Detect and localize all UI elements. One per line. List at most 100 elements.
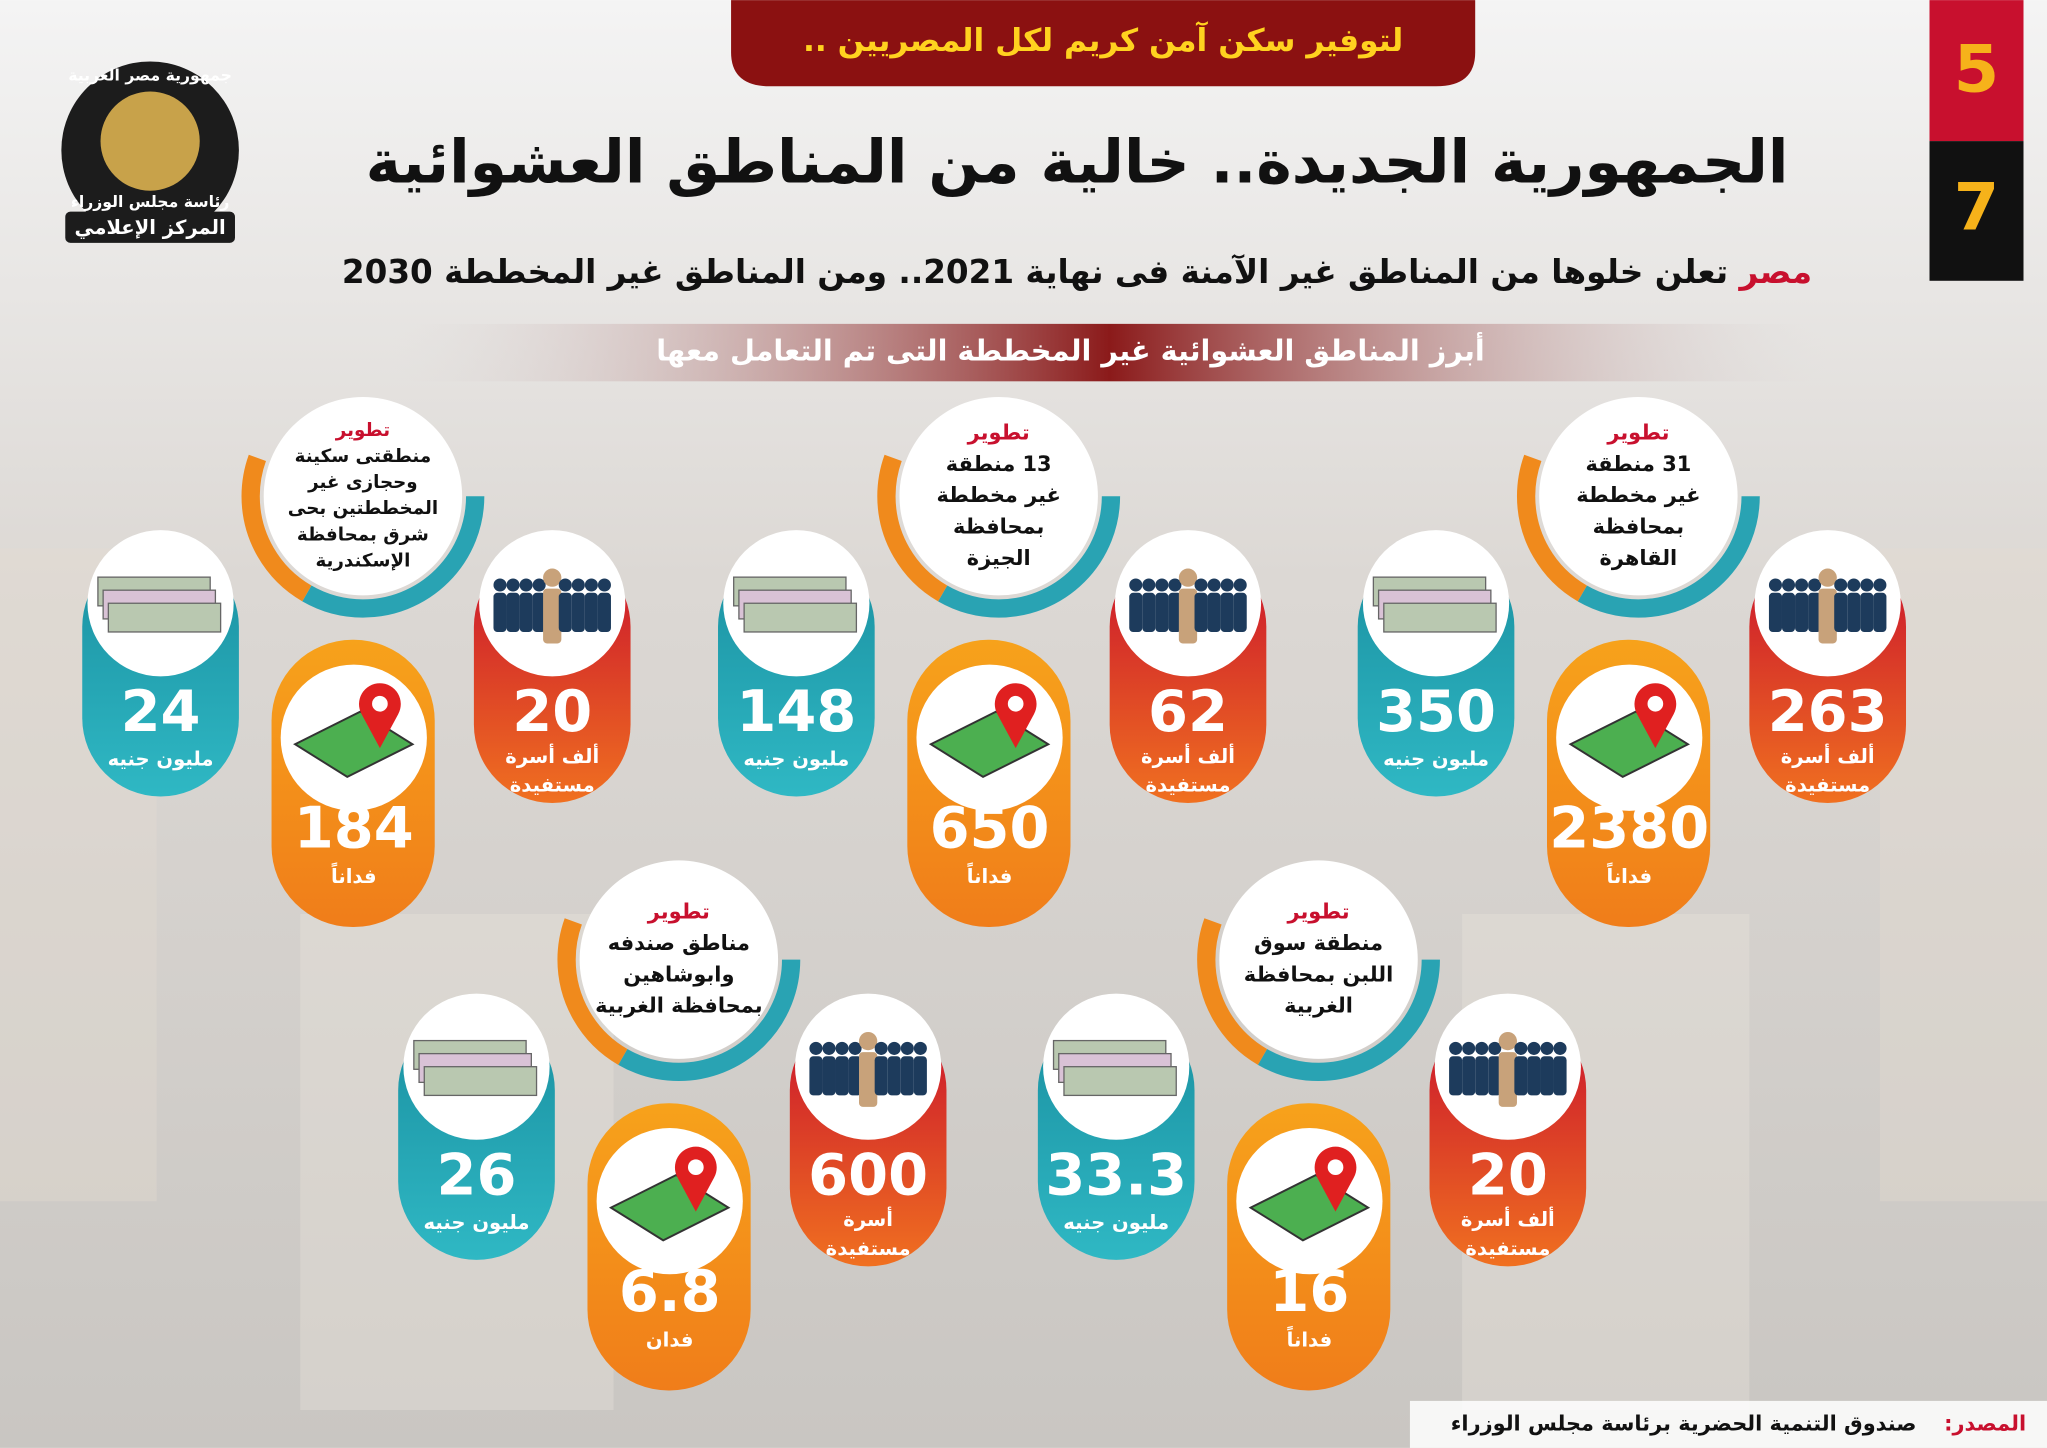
title-circle (579, 860, 779, 1059)
panel-title-line: تطوير (1606, 421, 1669, 445)
icon-body (493, 592, 507, 632)
area-unit: فداناً (331, 862, 377, 888)
section-banner (391, 323, 1828, 382)
icon-body (1847, 592, 1861, 632)
panel-title-line: تطوير (647, 900, 710, 924)
families-unit: مستفيدة (1145, 774, 1230, 797)
cost-unit: مليون جنيه (1383, 747, 1489, 770)
icon-body (1142, 592, 1156, 632)
icon-body (822, 1056, 836, 1096)
families-unit: مستفيدة (1465, 1237, 1550, 1260)
icon-head (1527, 1041, 1541, 1055)
source-label: المصدر: (1944, 1411, 2026, 1435)
title-circle (899, 396, 1098, 596)
icon-head (1834, 578, 1848, 592)
title-circle (263, 396, 463, 596)
top-banner (731, 0, 1476, 87)
icon-head (597, 578, 611, 592)
icon-body (1168, 592, 1182, 632)
icon-body (571, 592, 585, 632)
area-unit: فداناً (1606, 862, 1652, 888)
families-value: 20 (512, 678, 592, 745)
subtitle-highlight: مصر (1737, 253, 1812, 291)
icon-head (519, 578, 533, 592)
icon-head (1498, 1031, 1517, 1051)
page-box-top (1929, 0, 2024, 142)
cost-value: 350 (1376, 678, 1496, 745)
families-unit: مستفيدة (510, 774, 595, 797)
icon-head (543, 568, 562, 587)
panel-title-line: منطقتى سكينة (295, 446, 432, 467)
source: صندوق التنمية الحضرية برئاسة مجلس الوزرا… (1451, 1411, 1917, 1435)
icon-body (1462, 1056, 1476, 1096)
title-ring (1197, 838, 1440, 1082)
icon-head (809, 1041, 823, 1055)
cost-unit: مليون جنيه (743, 747, 849, 770)
page-box-bottom (1929, 141, 2024, 281)
icon-body (1194, 592, 1208, 632)
icon-body (1781, 592, 1796, 632)
area-value: 184 (294, 794, 414, 861)
icon-body (1553, 1056, 1567, 1096)
icon-pin-dot (372, 695, 388, 712)
panel-title-line: مناطق صندفه (608, 931, 750, 955)
icon-body (1818, 588, 1837, 644)
panel-title-line: تطوير (967, 421, 1030, 445)
icon-pin (359, 683, 401, 749)
area-value: 650 (930, 794, 1050, 861)
source-box (1409, 1400, 2047, 1448)
icon-head (1207, 578, 1221, 592)
icon-body (835, 1056, 849, 1096)
icon-body (848, 1056, 862, 1096)
icon-body (1220, 592, 1234, 632)
icon-pin-dot (1647, 695, 1664, 712)
icon-body (558, 592, 572, 632)
icon-body (1540, 1056, 1554, 1096)
area-unit: فدان (646, 1328, 694, 1351)
icon-body (1768, 592, 1782, 632)
panel-title-line: وابوشاهين (623, 962, 734, 986)
families-unit: ألف أسرة (1781, 744, 1875, 768)
cost-unit: مليون جنيه (1063, 1211, 1169, 1234)
panel-title-line: بمحافظة (1593, 515, 1684, 539)
icon-money (107, 602, 222, 633)
icon-body (900, 1056, 914, 1096)
area-unit: فداناً (967, 862, 1013, 888)
cost-value: 24 (121, 678, 201, 745)
icon-body (1129, 592, 1143, 632)
icon-head (1847, 578, 1861, 592)
title-ring (557, 838, 801, 1082)
panel-title-line: 13 منطقة (946, 452, 1052, 476)
panel-title-line: غير مخططة (1576, 483, 1700, 507)
icon-head (1808, 578, 1822, 592)
icon-head (1142, 578, 1156, 592)
panel-title-line: المخططتين بحى (288, 498, 438, 519)
icon-head (822, 1041, 836, 1055)
icon-body (1527, 1056, 1541, 1096)
icon-money (1383, 602, 1497, 633)
icon-body (859, 1052, 878, 1107)
icon-money (1063, 1066, 1177, 1097)
panel-title-line: الجيزة (967, 546, 1031, 570)
panel-title-line: شرق بمحافظة (297, 524, 429, 545)
icon-head (1449, 1041, 1463, 1055)
icon-head (859, 1031, 878, 1051)
section-title: أبرز المناطق العشوائية غير المخططة التى … (656, 332, 1485, 368)
icon-body (1498, 1052, 1517, 1107)
icon-head (1462, 1041, 1476, 1055)
icon-body (1873, 592, 1887, 632)
icon-head (1514, 1041, 1528, 1055)
icon-head (1233, 578, 1247, 592)
icon-head (584, 578, 598, 592)
icon-head (1475, 1041, 1489, 1055)
icon-head (1860, 578, 1874, 592)
icon-body (584, 592, 598, 632)
icon-head (1768, 578, 1782, 592)
title-ring (877, 374, 1121, 618)
icon-head (1488, 1041, 1502, 1055)
icon-body (1795, 592, 1809, 632)
area-value: 16 (1269, 1258, 1349, 1325)
